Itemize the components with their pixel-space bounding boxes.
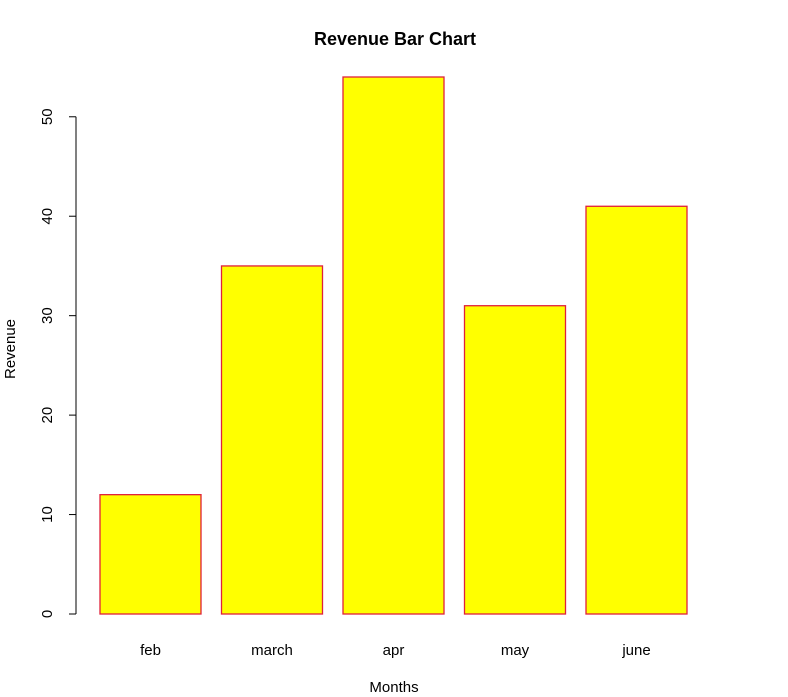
y-axis: 0 10 20 30 40 50 [39,108,77,618]
x-axis: feb march apr may june [140,642,651,659]
x-tick-label-june: june [621,642,650,659]
chart-title: Revenue Bar Chart [314,29,476,49]
x-tick-label-march: march [251,642,293,659]
x-tick-label-may: may [501,642,530,659]
x-axis-label: Months [369,679,418,696]
bar-may [463,305,567,615]
bar-june [585,205,688,615]
bar-feb [99,494,202,615]
y-tick-label-20: 20 [39,407,56,424]
x-tick-label-feb: feb [140,642,161,659]
bar-march [220,265,324,615]
y-tick-label-10: 10 [39,506,56,523]
bar-apr [342,76,445,615]
y-axis-label: Revenue [2,319,19,379]
y-tick-label-0: 0 [39,610,56,618]
y-tick-label-50: 50 [39,108,56,125]
y-tick-label-40: 40 [39,208,56,225]
y-tick-label-30: 30 [39,307,56,324]
bars-layer [99,76,688,615]
x-tick-label-apr: apr [383,642,405,659]
